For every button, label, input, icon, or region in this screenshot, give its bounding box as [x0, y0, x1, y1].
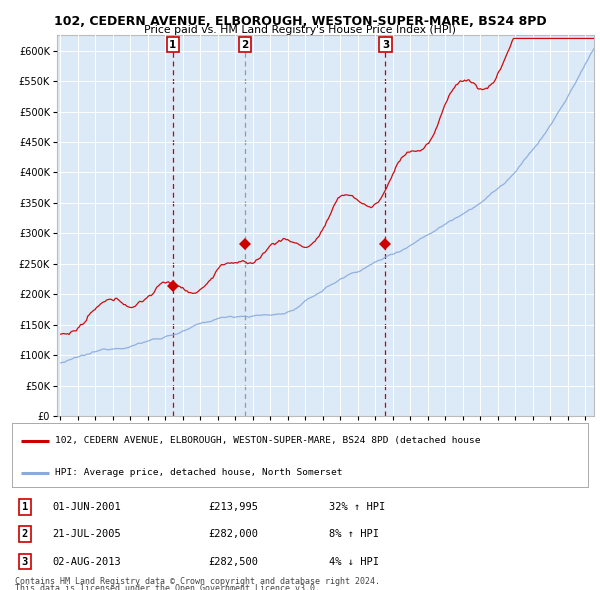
Text: 2: 2 [241, 40, 248, 50]
Text: £282,500: £282,500 [208, 556, 258, 566]
Text: 1: 1 [169, 40, 176, 50]
Text: Price paid vs. HM Land Registry's House Price Index (HPI): Price paid vs. HM Land Registry's House … [144, 25, 456, 35]
Text: 4% ↓ HPI: 4% ↓ HPI [329, 556, 379, 566]
Text: 01-JUN-2001: 01-JUN-2001 [52, 502, 121, 512]
Text: 3: 3 [22, 556, 28, 566]
Text: 8% ↑ HPI: 8% ↑ HPI [329, 529, 379, 539]
Text: 02-AUG-2013: 02-AUG-2013 [52, 556, 121, 566]
Text: 21-JUL-2005: 21-JUL-2005 [52, 529, 121, 539]
Text: 1: 1 [22, 502, 28, 512]
Text: 3: 3 [382, 40, 389, 50]
Text: £282,000: £282,000 [208, 529, 258, 539]
Text: 2: 2 [22, 529, 28, 539]
Text: This data is licensed under the Open Government Licence v3.0.: This data is licensed under the Open Gov… [15, 584, 320, 590]
Text: 32% ↑ HPI: 32% ↑ HPI [329, 502, 385, 512]
Text: 102, CEDERN AVENUE, ELBOROUGH, WESTON-SUPER-MARE, BS24 8PD (detached house: 102, CEDERN AVENUE, ELBOROUGH, WESTON-SU… [55, 437, 481, 445]
Text: HPI: Average price, detached house, North Somerset: HPI: Average price, detached house, Nort… [55, 468, 343, 477]
Text: 102, CEDERN AVENUE, ELBOROUGH, WESTON-SUPER-MARE, BS24 8PD: 102, CEDERN AVENUE, ELBOROUGH, WESTON-SU… [53, 15, 547, 28]
Text: £213,995: £213,995 [208, 502, 258, 512]
Text: Contains HM Land Registry data © Crown copyright and database right 2024.: Contains HM Land Registry data © Crown c… [15, 577, 380, 586]
